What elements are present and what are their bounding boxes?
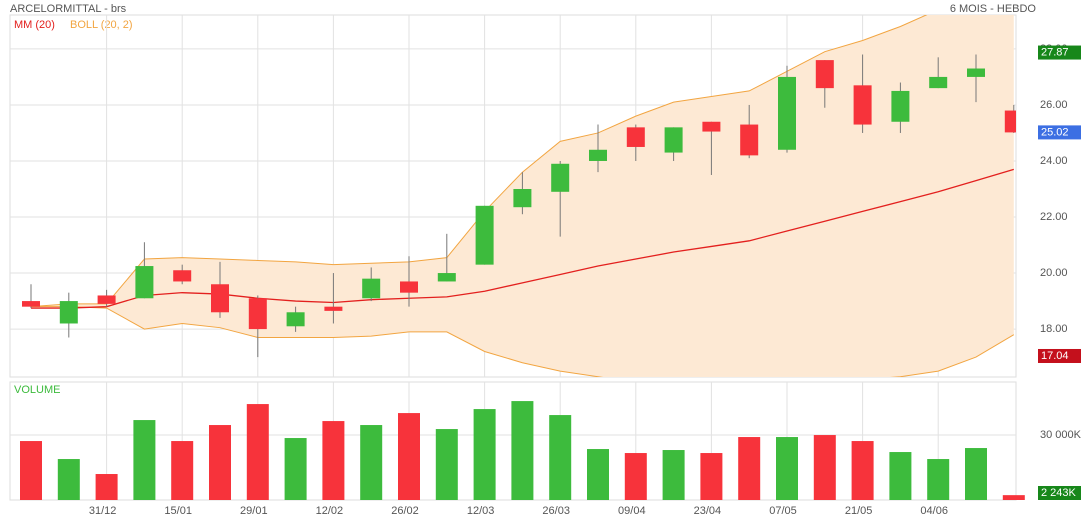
y-tick-label: 22.00 [1040, 211, 1068, 223]
candle-body [891, 90, 910, 122]
candle-body [173, 270, 192, 282]
volume-bar [889, 452, 912, 500]
volume-bar [776, 437, 798, 500]
volume-bar [511, 401, 534, 500]
candle-body [437, 273, 456, 282]
x-tick-label: 04/06 [920, 505, 948, 517]
volume-bar [360, 425, 383, 500]
volume-bar [927, 459, 950, 500]
volume-title: VOLUME [14, 384, 60, 396]
candle-body [626, 127, 645, 147]
x-tick-label: 12/02 [316, 505, 344, 517]
candle-body [59, 301, 78, 324]
candle-body [664, 127, 683, 153]
y-tick-label: 30 000K [1040, 429, 1081, 441]
candle-body [400, 281, 418, 293]
legend-mm: MM (20) [14, 19, 55, 31]
volume-bar [700, 453, 723, 500]
volume-bar [662, 450, 685, 500]
x-tick-label: 31/12 [89, 505, 117, 517]
candle-body [1004, 110, 1016, 133]
x-tick-label: 26/03 [542, 505, 570, 517]
volume-bar [738, 437, 761, 500]
volume-bar [246, 404, 269, 500]
candle-body [702, 121, 721, 132]
price-tag-label: 17.04 [1041, 350, 1069, 362]
candle-body [22, 301, 40, 307]
price-tag-label: 25.02 [1041, 126, 1069, 138]
price-tag [1038, 486, 1081, 500]
y-tick-label: 24.00 [1040, 155, 1068, 167]
price-tag-label: 27.87 [1041, 46, 1069, 58]
chart-subtitle: 6 MOIS - HEBDO [950, 3, 1037, 15]
volume-bar [549, 415, 572, 500]
volume-bar [624, 453, 647, 500]
volume-bar [171, 441, 194, 500]
candle-body [551, 163, 570, 192]
y-tick-label: 26.00 [1040, 99, 1068, 111]
volume-bar [284, 438, 307, 500]
candle-body [513, 188, 532, 208]
x-tick-label: 07/05 [769, 505, 797, 517]
price-tag-label: 2 243K [1041, 487, 1077, 499]
candle-body [815, 60, 834, 89]
volume-bar [322, 421, 345, 500]
candle-body [248, 298, 267, 330]
volume-bar [473, 409, 496, 500]
volume-bar [95, 474, 118, 500]
price-plot [22, 15, 1016, 377]
chart-title: ARCELORMITTAL - brs [10, 3, 127, 15]
volume-bar [813, 435, 836, 500]
x-tick-label: 21/05 [845, 505, 873, 517]
candle-body [97, 295, 116, 304]
x-tick-label: 29/01 [240, 505, 268, 517]
candle-body [362, 278, 381, 299]
x-tick-label: 12/03 [467, 505, 495, 517]
price-tag [1038, 348, 1081, 363]
y-tick-label: 18.00 [1040, 323, 1068, 335]
candle-body [929, 76, 948, 89]
x-tick-label: 15/01 [164, 505, 192, 517]
price-panel [9, 14, 1017, 378]
volume-bar [851, 441, 874, 500]
y-tick-label: 20.00 [1040, 267, 1068, 279]
x-tick-label: 26/02 [391, 505, 419, 517]
candle-body [211, 284, 229, 313]
volume-bar [435, 429, 458, 500]
candle-body [967, 68, 985, 77]
volume-bar [398, 413, 420, 500]
volume-bar [209, 425, 231, 500]
volume-bar [20, 441, 42, 500]
volume-bar [57, 459, 80, 500]
x-tick-label: 23/04 [694, 505, 722, 517]
volume-bar [965, 448, 987, 500]
x-tick-label: 09/04 [618, 505, 646, 517]
line [31, 168, 1014, 309]
volume-bar [1002, 495, 1025, 500]
candle-body [778, 76, 796, 150]
candle-body [135, 266, 154, 299]
price-tag [1038, 45, 1081, 60]
candle-body [475, 205, 494, 265]
candle-body [589, 149, 607, 161]
candle-body [853, 85, 872, 125]
band-lower [31, 306, 1015, 377]
candle-body [286, 312, 305, 327]
legend-boll: BOLL (20, 2) [70, 19, 133, 31]
candle-body [740, 124, 759, 156]
volume-bar [133, 420, 156, 500]
candle-body [324, 306, 343, 311]
price-tag [1038, 125, 1081, 140]
volume-bar [587, 449, 609, 500]
